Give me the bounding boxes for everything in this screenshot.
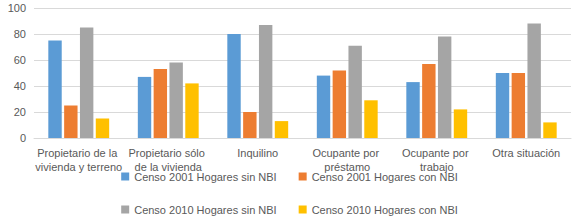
svg-text:Otra situación: Otra situación [492,147,560,159]
svg-text:Propietario de la: Propietario de la [37,147,120,159]
svg-text:Censo 2001 Hogares con NBI: Censo 2001 Hogares con NBI [312,171,458,183]
svg-text:100: 100 [8,2,26,14]
svg-text:Ocupante por: Ocupante por [402,147,472,159]
svg-text:Censo 2010 Hogares con NBI: Censo 2010 Hogares con NBI [312,204,458,216]
svg-text:de la vivienda: de la vivienda [134,161,202,173]
svg-text:60: 60 [14,54,26,66]
svg-text:20: 20 [14,106,26,118]
svg-text:80: 80 [14,28,26,40]
svg-text:Censo 2001 Hogares sin NBI: Censo 2001 Hogares sin NBI [134,171,276,183]
svg-text:40: 40 [14,80,26,92]
svg-text:Inquilino: Inquilino [237,147,278,159]
svg-text:Ocupante por: Ocupante por [312,147,382,159]
svg-text:trabajo: trabajo [419,161,454,173]
svg-text:vivienda y terreno: vivienda y terreno [35,161,122,173]
svg-text:Censo 2010 Hogares sin NBI: Censo 2010 Hogares sin NBI [134,204,276,216]
svg-text:préstamo: préstamo [324,161,371,173]
svg-text:Propietario sólo: Propietario sólo [129,147,209,159]
svg-text:0: 0 [20,132,26,144]
